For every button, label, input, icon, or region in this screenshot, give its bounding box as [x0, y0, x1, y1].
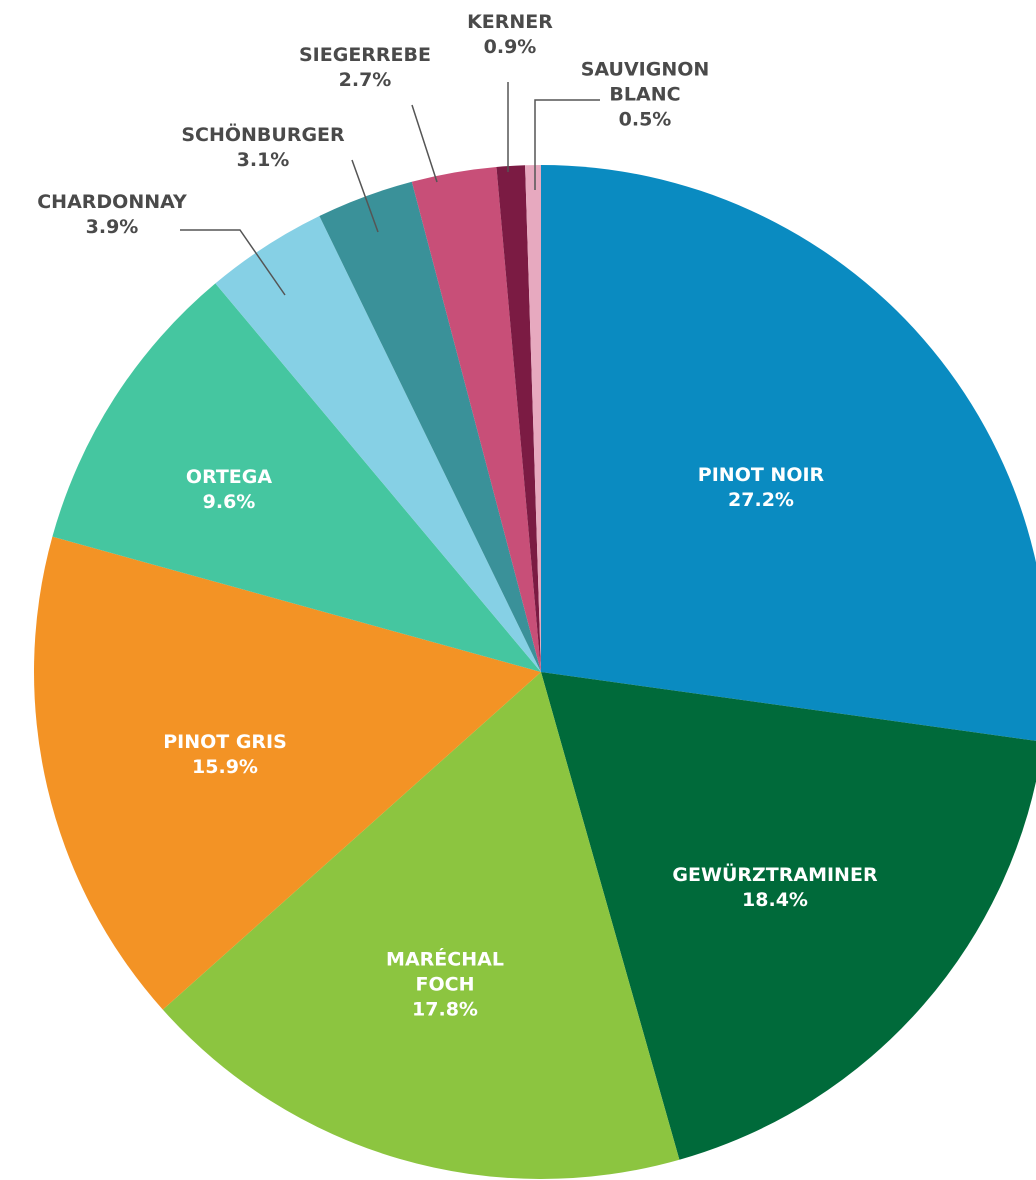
slice-label: KERNER 0.9%	[467, 10, 553, 60]
pie-slice	[52, 283, 542, 672]
value-label: 3.1%	[236, 149, 290, 171]
slice-label: SIEGERREBE 2.7%	[299, 43, 431, 93]
pie-slice	[411, 166, 541, 672]
pie-slice	[215, 216, 541, 673]
pie-slice	[319, 181, 541, 673]
category-label: GEWÜRZTRAMINER	[672, 864, 878, 886]
category-label: SCHÖNBURGER	[181, 124, 345, 146]
slice-label: ORTEGA 9.6%	[186, 465, 272, 515]
category-label: KERNER	[467, 11, 553, 33]
slice-label: PINOT GRIS 15.9%	[163, 730, 287, 780]
leader-line	[534, 99, 600, 190]
slice-label: CHARDONNAY 3.9%	[37, 190, 187, 240]
leader-line	[351, 159, 379, 233]
value-label: 0.5%	[618, 108, 672, 131]
value-label: 15.9%	[192, 756, 258, 778]
pie-slice	[525, 165, 541, 672]
slice-label: PINOT NOIR 27.2%	[698, 463, 824, 513]
category-label: ORTEGA	[185, 466, 273, 488]
pie-slice	[496, 165, 541, 672]
category-label: MARÉCHAL FOCH	[386, 948, 504, 996]
category-label: CHARDONNAY	[37, 191, 187, 213]
pie-slice	[541, 672, 1036, 1160]
slice-label: GEWÜRZTRAMINER 18.4%	[672, 863, 877, 913]
leader-line	[180, 229, 286, 296]
slice-label: SAUVIGNON BLANC 0.5%	[575, 58, 715, 133]
pie-slice	[541, 165, 1036, 741]
value-label: 18.4%	[742, 889, 808, 911]
category-label: PINOT NOIR	[697, 464, 825, 486]
value-label: 27.2%	[728, 489, 794, 511]
value-label: 3.9%	[85, 216, 139, 238]
value-label: 9.6%	[202, 491, 256, 513]
category-label: SIEGERREBE	[298, 44, 432, 66]
slice-label: MARÉCHAL FOCH 17.8%	[385, 948, 505, 1023]
category-label: SAUVIGNON BLANC	[580, 58, 710, 106]
value-label: 0.9%	[483, 36, 537, 58]
slice-label: SCHÖNBURGER 3.1%	[181, 123, 344, 173]
value-label: 2.7%	[338, 69, 392, 91]
pie-slice	[33, 536, 542, 1010]
value-label: 17.8%	[412, 998, 478, 1021]
leader-line	[411, 104, 438, 183]
category-label: PINOT GRIS	[163, 731, 287, 753]
pie-slice	[162, 672, 680, 1179]
